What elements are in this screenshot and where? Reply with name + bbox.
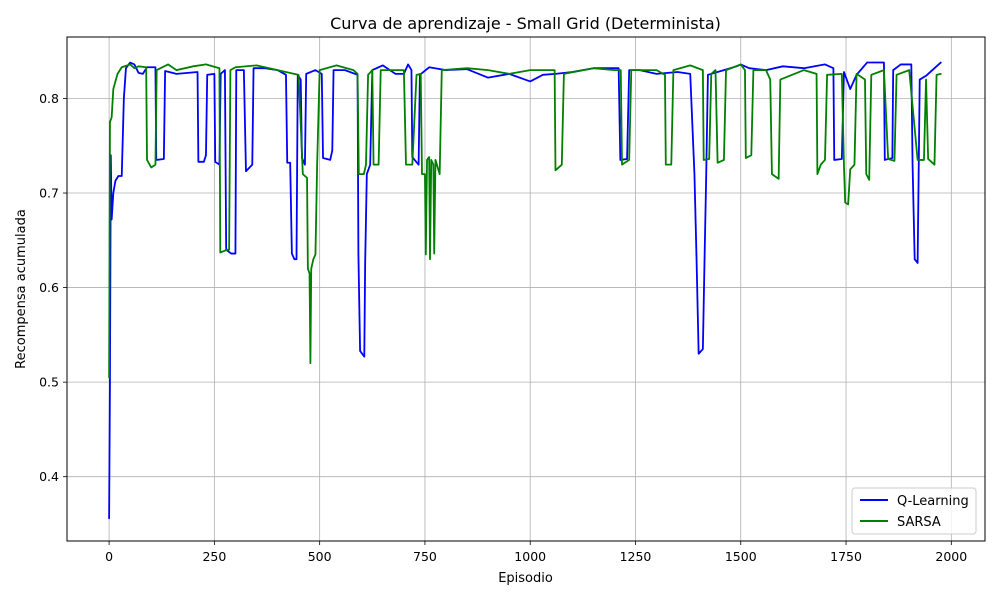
x-tick-label: 1250 bbox=[620, 549, 652, 564]
y-tick-label: 0.7 bbox=[39, 186, 59, 201]
x-tick-label: 1750 bbox=[830, 549, 862, 564]
x-tick-label: 1500 bbox=[725, 549, 757, 564]
x-tick-label: 2000 bbox=[935, 549, 967, 564]
y-tick-label: 0.5 bbox=[39, 375, 59, 390]
x-axis-label: Episodio bbox=[498, 571, 553, 586]
grid bbox=[67, 37, 985, 541]
x-axis-ticks: 0 250 500 750 1000 1250 1500 1750 2000 bbox=[105, 541, 967, 564]
series-lines bbox=[108, 61, 942, 520]
series-line-q-learning bbox=[108, 61, 942, 520]
chart-title: Curva de aprendizaje - Small Grid (Deter… bbox=[330, 14, 721, 33]
x-tick-label: 1000 bbox=[514, 549, 546, 564]
x-tick-label: 250 bbox=[202, 549, 226, 564]
y-tick-label: 0.6 bbox=[39, 280, 59, 295]
x-tick-label: 750 bbox=[413, 549, 437, 564]
y-axis-ticks: 0.4 0.5 0.6 0.7 0.8 bbox=[39, 91, 67, 484]
legend-label-q-learning: Q-Learning bbox=[897, 494, 969, 509]
legend-label-sarsa: SARSA bbox=[897, 515, 941, 530]
x-tick-label: 0 bbox=[105, 549, 113, 564]
y-axis-label: Recompensa acumulada bbox=[14, 209, 29, 369]
x-tick-label: 500 bbox=[308, 549, 332, 564]
y-tick-label: 0.8 bbox=[39, 91, 59, 106]
legend: Q-Learning SARSA bbox=[851, 487, 977, 535]
y-tick-label: 0.4 bbox=[39, 469, 59, 484]
series-line-sarsa bbox=[108, 63, 942, 379]
plot-frame bbox=[66, 36, 986, 542]
